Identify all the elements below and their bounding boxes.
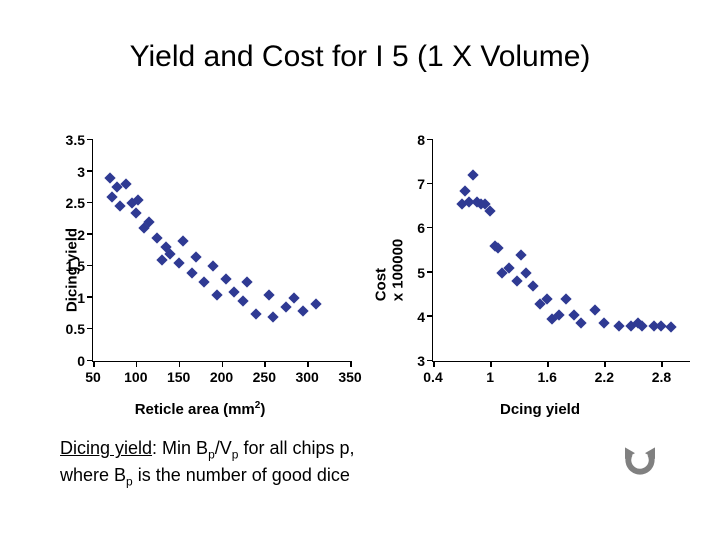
data-point — [460, 185, 471, 196]
data-point — [599, 318, 610, 329]
y-tick — [87, 265, 93, 267]
y-tick — [427, 227, 433, 229]
x-tick-label: 100 — [124, 369, 147, 385]
x-tick — [307, 361, 309, 367]
chart-right-ylabel: Costx 100000 — [372, 239, 406, 302]
data-point — [152, 232, 163, 243]
y-tick — [87, 139, 93, 141]
x-tick — [433, 361, 435, 367]
y-tick-label: 5 — [417, 265, 425, 281]
data-point — [289, 292, 300, 303]
chart-right: Costx 100000 3456780.411.62.22.8 Dcing y… — [380, 130, 700, 410]
data-point — [575, 318, 586, 329]
data-point — [310, 299, 321, 310]
y-tick — [87, 202, 93, 204]
x-tick — [93, 361, 95, 367]
charts-row: Dicing yield 00.511.522.533.550100150200… — [40, 130, 700, 410]
x-tick-label: 200 — [210, 369, 233, 385]
x-tick-label: 2.8 — [652, 369, 671, 385]
data-point — [297, 305, 308, 316]
data-point — [280, 302, 291, 313]
data-point — [229, 286, 240, 297]
data-point — [190, 251, 201, 262]
x-tick-label: 300 — [295, 369, 318, 385]
data-point — [120, 179, 131, 190]
x-tick — [350, 361, 352, 367]
chart-left-plot: 00.511.522.533.550100150200250300350 — [92, 140, 350, 362]
y-tick — [87, 296, 93, 298]
x-tick — [264, 361, 266, 367]
data-point — [515, 249, 526, 260]
data-point — [177, 235, 188, 246]
data-point — [220, 273, 231, 284]
y-tick — [87, 233, 93, 235]
y-tick — [427, 139, 433, 141]
x-tick-label: 150 — [167, 369, 190, 385]
x-tick — [179, 361, 181, 367]
y-tick — [87, 328, 93, 330]
data-point — [263, 289, 274, 300]
data-point — [173, 257, 184, 268]
y-tick-label: 3.5 — [66, 132, 85, 148]
data-point — [561, 293, 572, 304]
data-point — [521, 267, 532, 278]
y-tick-label: 0.5 — [66, 321, 85, 337]
x-tick-label: 1 — [486, 369, 494, 385]
data-point — [212, 289, 223, 300]
data-point — [199, 276, 210, 287]
x-tick-label: 0.4 — [423, 369, 442, 385]
data-point — [613, 320, 624, 331]
y-tick-label: 8 — [417, 132, 425, 148]
y-tick — [427, 183, 433, 185]
chart-left: Dicing yield 00.511.522.533.550100150200… — [40, 130, 360, 410]
y-tick-label: 6 — [417, 220, 425, 236]
x-tick — [547, 361, 549, 367]
page-title: Yield and Cost for I 5 (1 X Volume) — [0, 40, 720, 74]
y-tick-label: 0 — [77, 353, 85, 369]
data-point — [267, 311, 278, 322]
data-point — [527, 280, 538, 291]
x-tick-label: 2.2 — [595, 369, 614, 385]
y-tick-label: 3 — [77, 164, 85, 180]
y-tick-label: 1 — [77, 290, 85, 306]
x-tick-label: 50 — [85, 369, 101, 385]
data-point — [237, 295, 248, 306]
x-tick-label: 250 — [253, 369, 276, 385]
x-tick — [222, 361, 224, 367]
y-tick-label: 3 — [417, 353, 425, 369]
x-tick — [490, 361, 492, 367]
data-point — [115, 201, 126, 212]
y-tick-label: 2 — [77, 227, 85, 243]
y-tick — [87, 170, 93, 172]
y-tick-label: 2.5 — [66, 195, 85, 211]
data-point — [467, 170, 478, 181]
x-tick-label: 350 — [338, 369, 361, 385]
x-tick — [136, 361, 138, 367]
x-tick — [661, 361, 663, 367]
data-point — [242, 276, 253, 287]
y-tick-label: 7 — [417, 176, 425, 192]
chart-left-xlabel: Reticle area (mm2) — [135, 400, 266, 418]
y-tick — [427, 271, 433, 273]
y-tick-label: 1.5 — [66, 258, 85, 274]
data-point — [589, 305, 600, 316]
x-tick-label: 1.6 — [537, 369, 556, 385]
data-point — [104, 172, 115, 183]
chart-right-xlabel: Dcing yield — [500, 401, 580, 418]
data-point — [250, 308, 261, 319]
caption: Dicing yield: Min Bp/Vp for all chips p,… — [60, 436, 355, 490]
y-tick — [427, 315, 433, 317]
x-tick — [604, 361, 606, 367]
y-tick-label: 4 — [417, 309, 425, 325]
return-icon[interactable] — [620, 446, 660, 482]
data-point — [207, 261, 218, 272]
data-point — [186, 267, 197, 278]
chart-right-plot: 3456780.411.62.22.8 — [432, 140, 690, 362]
data-point — [106, 191, 117, 202]
data-point — [511, 276, 522, 287]
data-point — [665, 321, 676, 332]
